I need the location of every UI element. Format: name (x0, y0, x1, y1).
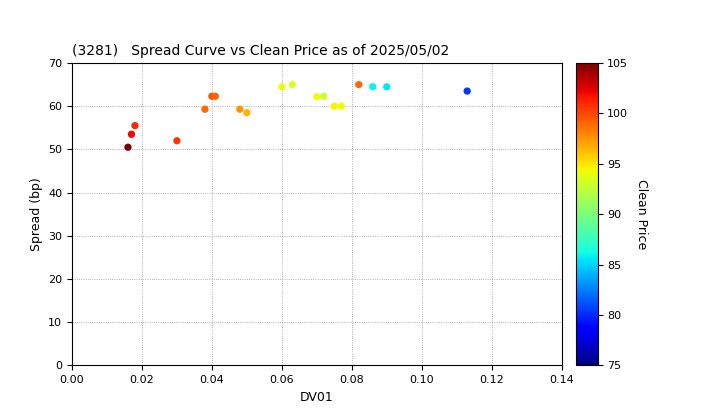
Point (353, 81, 364, 88)
Point (129, 122, 140, 129)
Point (241, 109, 253, 116)
Y-axis label: Clean Price: Clean Price (635, 179, 648, 249)
Point (210, 93, 221, 100)
Y-axis label: Spread (bp): Spread (bp) (30, 177, 42, 251)
Point (199, 106, 211, 113)
Point (126, 131, 138, 138)
Point (287, 81, 298, 88)
Point (328, 103, 340, 110)
Point (122, 144, 134, 151)
Point (311, 93, 323, 100)
Point (234, 106, 246, 113)
Point (171, 137, 183, 144)
Point (336, 103, 347, 110)
Point (276, 84, 287, 90)
Point (381, 84, 392, 90)
Point (462, 88, 473, 94)
Point (367, 84, 379, 90)
Point (318, 93, 330, 100)
Point (206, 93, 217, 100)
X-axis label: DV01: DV01 (300, 391, 333, 404)
Text: (3281)   Spread Curve vs Clean Price as of 2025/05/02: (3281) Spread Curve vs Clean Price as of… (72, 44, 449, 58)
